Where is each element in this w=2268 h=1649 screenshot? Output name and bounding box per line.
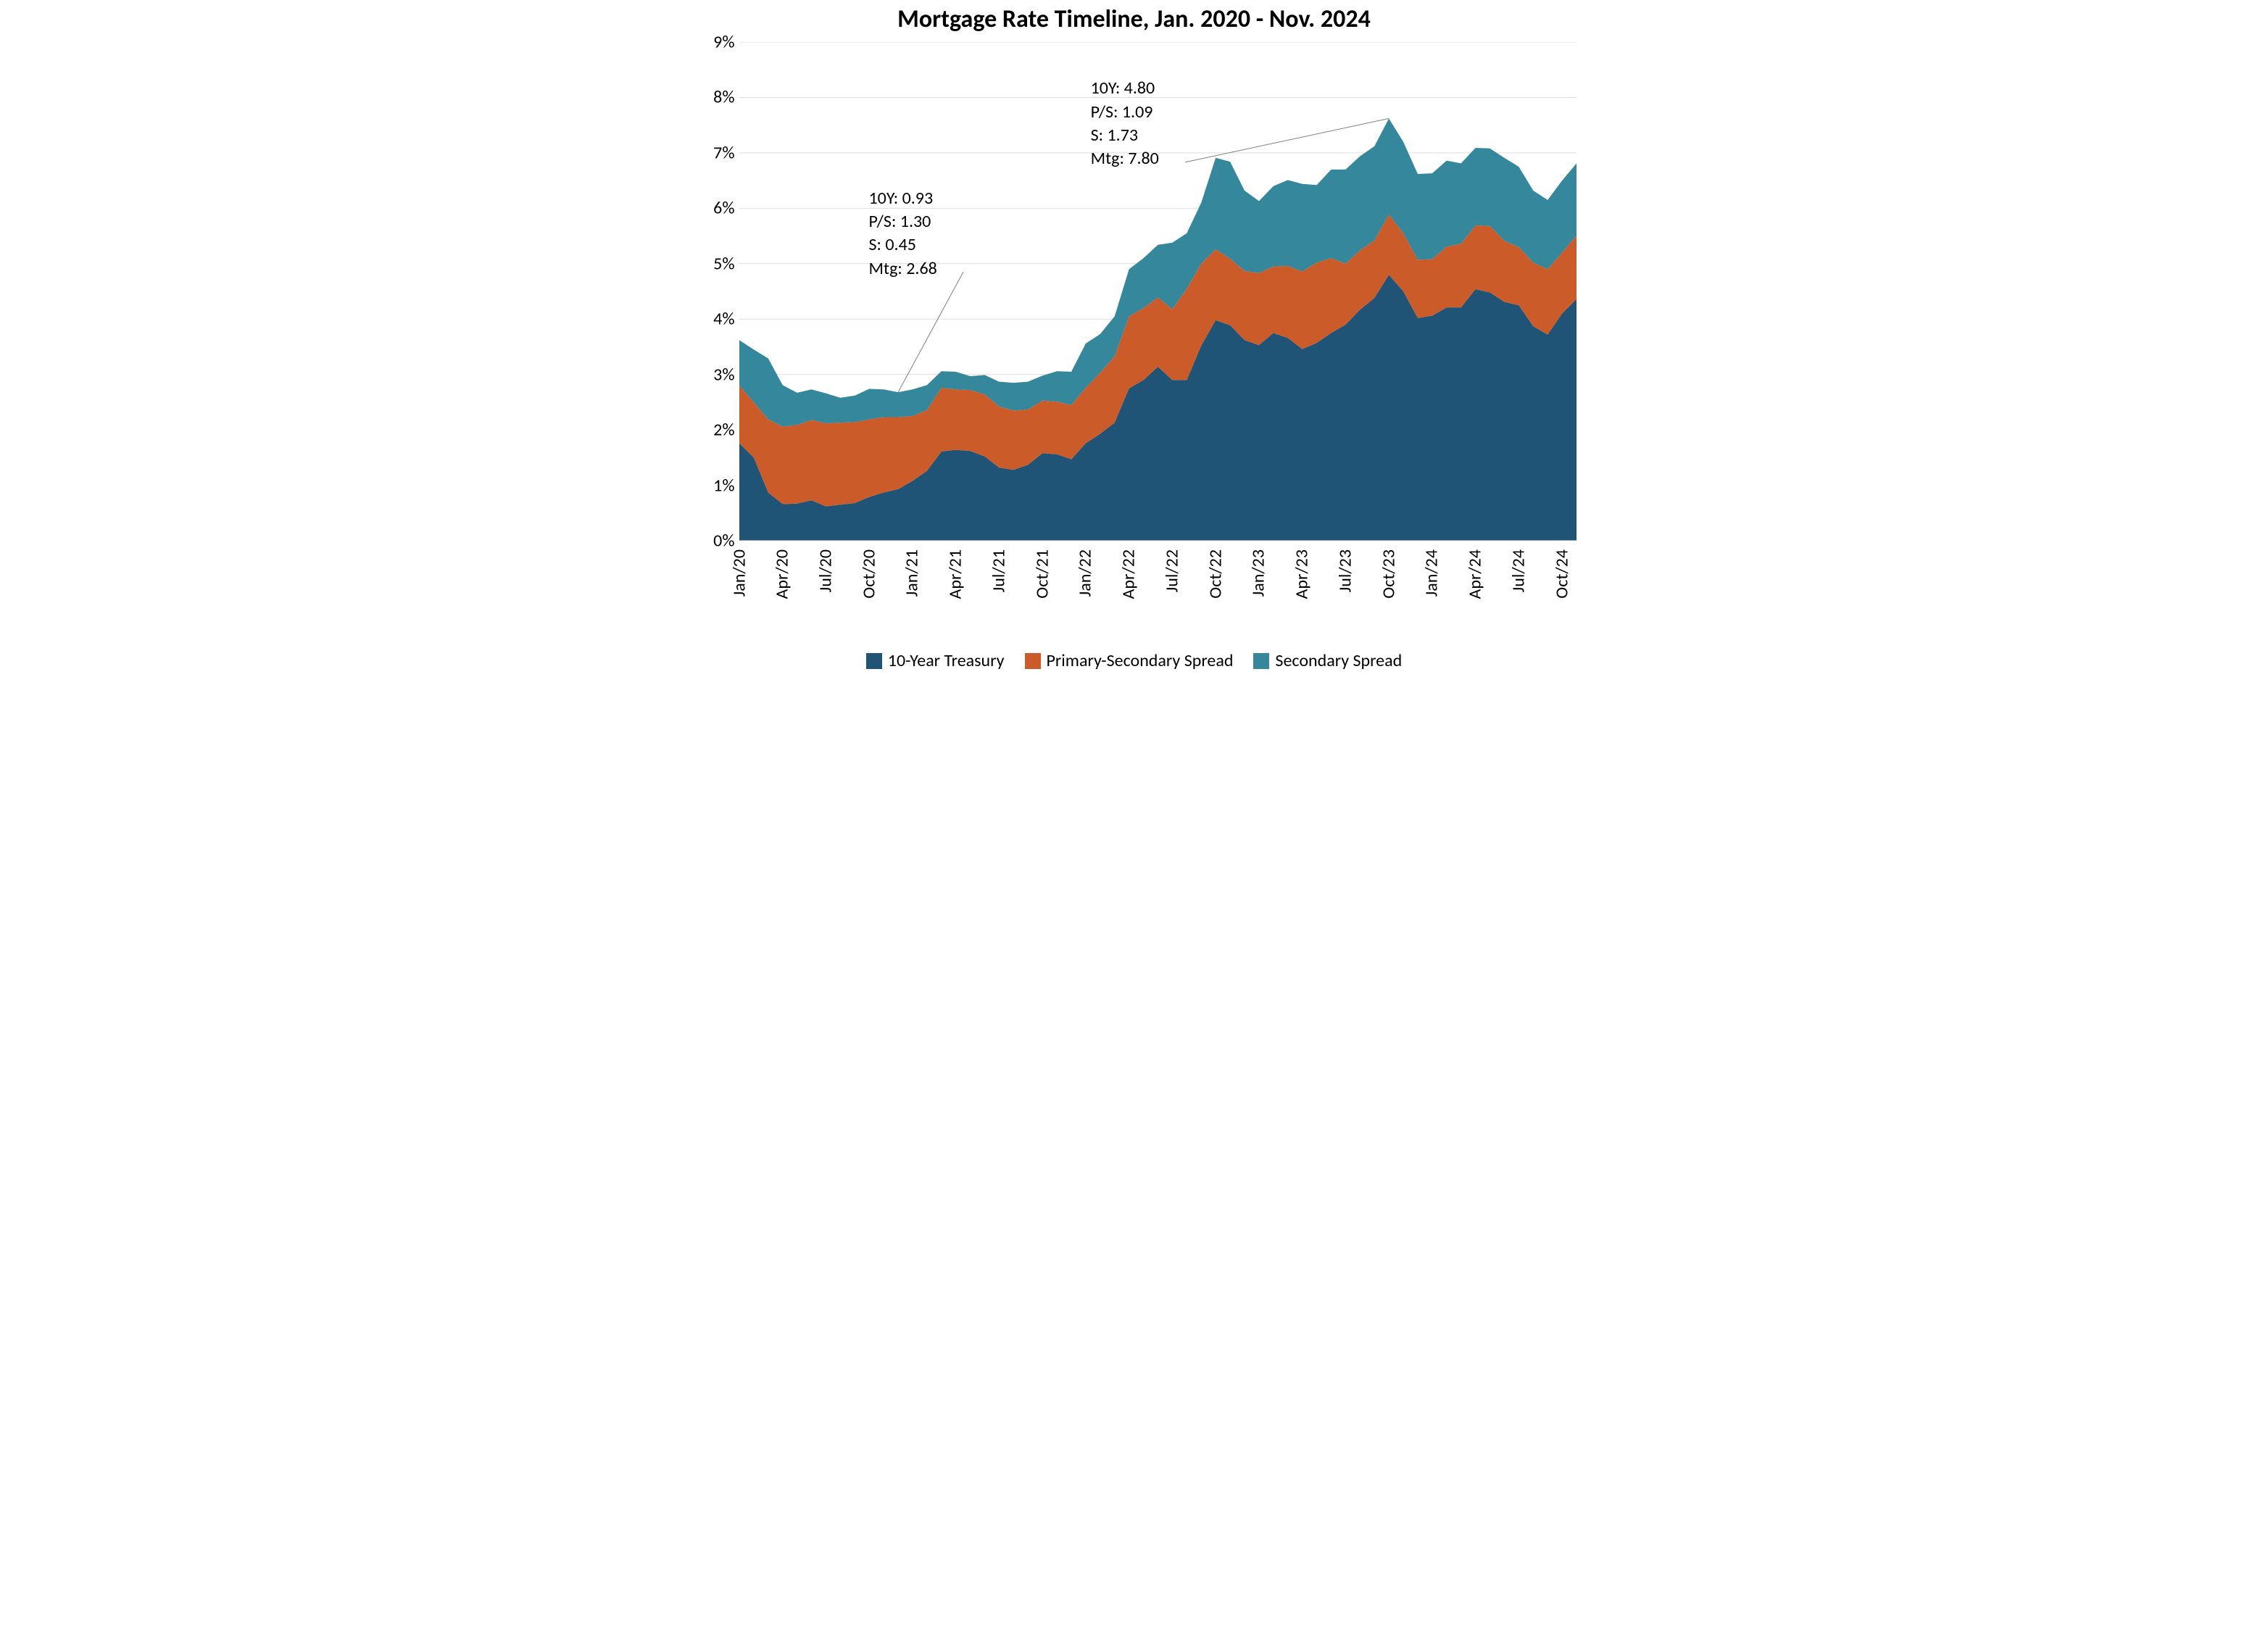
x-tick-label: Oct/24 — [1551, 549, 1572, 599]
x-tick-label: Jul/23 — [1334, 549, 1355, 592]
callout-line: S: 0.45 — [869, 233, 937, 257]
x-tick-label: Jul/24 — [1508, 549, 1529, 592]
y-tick-label: 6% — [672, 198, 735, 219]
legend-item: Primary-Secondary Spread — [1025, 650, 1234, 671]
y-axis-labels: 0%1%2%3%4%5%6%7%8%9% — [670, 42, 739, 541]
y-tick-label: 2% — [672, 420, 735, 441]
legend-item: 10-Year Treasury — [866, 650, 1005, 671]
y-tick-label: 9% — [672, 32, 735, 53]
x-tick-label: Apr/21 — [945, 549, 966, 599]
x-axis-labels: Jan/20Apr/20Jul/20Oct/20Jan/21Apr/21Jul/… — [739, 549, 1577, 636]
y-tick-label: 5% — [672, 253, 735, 274]
x-tick-label: Jan/24 — [1421, 549, 1442, 597]
legend-swatch — [866, 653, 882, 669]
callout-line: Mtg: 2.68 — [869, 257, 937, 281]
callout: 10Y: 0.93P/S: 1.30S: 0.45Mtg: 2.68 — [869, 187, 937, 281]
x-tick-label: Jan/21 — [902, 549, 923, 597]
callout-line: Mtg: 7.80 — [1091, 147, 1159, 170]
x-tick-label: Jan/22 — [1075, 549, 1096, 597]
legend-label: Secondary Spread — [1275, 650, 1402, 671]
x-tick-label: Jan/20 — [728, 549, 749, 597]
callout-line: 10Y: 4.80 — [1091, 77, 1159, 100]
callout-line: 10Y: 0.93 — [869, 187, 937, 210]
legend-swatch — [1253, 653, 1269, 669]
y-tick-label: 0% — [672, 531, 735, 552]
x-tick-label: Apr/20 — [772, 549, 793, 599]
legend-item: Secondary Spread — [1253, 650, 1402, 671]
y-tick-label: 1% — [672, 475, 735, 496]
x-tick-label: Oct/21 — [1031, 549, 1052, 599]
x-tick-label: Oct/23 — [1378, 549, 1399, 599]
x-tick-label: Apr/24 — [1465, 549, 1486, 599]
plot-area: 0%1%2%3%4%5%6%7%8%9% Jan/20Apr/20Jul/20O… — [739, 42, 1577, 541]
callout-line: S: 1.73 — [1091, 124, 1159, 147]
x-tick-label: Jan/23 — [1248, 549, 1269, 597]
y-tick-label: 4% — [672, 309, 735, 330]
chart-title: Mortgage Rate Timeline, Jan. 2020 - Nov.… — [670, 4, 1598, 34]
chart-container: Mortgage Rate Timeline, Jan. 2020 - Nov.… — [670, 0, 1598, 674]
y-tick-label: 7% — [672, 142, 735, 163]
callout-line: P/S: 1.30 — [869, 210, 937, 233]
x-tick-label: Jul/22 — [1161, 549, 1182, 592]
legend-label: 10-Year Treasury — [888, 650, 1005, 671]
callout-line: P/S: 1.09 — [1091, 101, 1159, 124]
legend-label: Primary-Secondary Spread — [1047, 650, 1234, 671]
x-tick-label: Oct/22 — [1205, 549, 1226, 599]
callout: 10Y: 4.80P/S: 1.09S: 1.73Mtg: 7.80 — [1091, 77, 1159, 171]
x-tick-label: Jul/20 — [815, 549, 836, 592]
y-tick-label: 3% — [672, 364, 735, 385]
legend-swatch — [1025, 653, 1041, 669]
x-tick-label: Apr/22 — [1118, 549, 1139, 599]
x-tick-label: Oct/20 — [858, 549, 879, 599]
x-tick-label: Apr/23 — [1292, 549, 1313, 599]
x-tick-label: Jul/21 — [988, 549, 1009, 592]
legend: 10-Year Treasury Primary-Secondary Spread… — [670, 650, 1598, 671]
y-tick-label: 8% — [672, 87, 735, 108]
